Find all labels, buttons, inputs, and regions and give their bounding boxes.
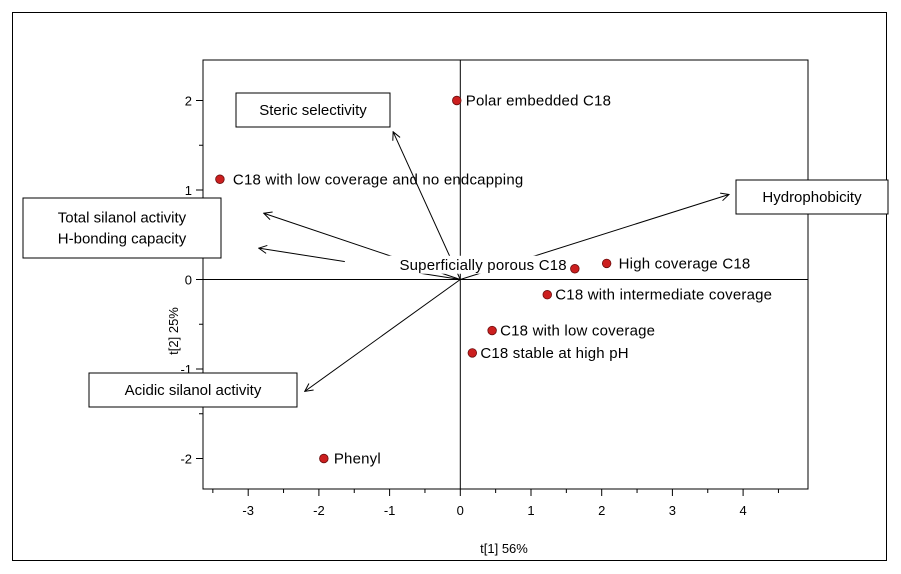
vector-label-box	[22, 197, 222, 259]
vector-label-boxes: Steric selectivity Hydrophobicity Total si…	[22, 92, 889, 408]
vector-label-text: H-bonding capacity	[58, 231, 187, 248]
x-tick-label: 0	[457, 503, 464, 518]
vector-label-box	[735, 179, 889, 215]
axes: -3 -2 -1 0 1 2 3 4 -2 -1 0 1 2	[180, 60, 808, 518]
vector-label-text: Total silanol activity	[58, 210, 187, 227]
point-label: Polar embedded C18	[466, 93, 611, 110]
vector-label-text: Acidic silanol activity	[125, 382, 262, 399]
point-label: C18 stable at high pH	[480, 345, 628, 362]
data-point	[319, 453, 329, 464]
y-tick-label: -2	[180, 452, 192, 467]
x-tick-label: 3	[669, 503, 676, 518]
loading-vector-arrow	[393, 132, 461, 280]
plot-area	[202, 59, 809, 490]
y-axis-title: t[2] 25%	[166, 307, 181, 355]
point-label: Superficially porous C18	[399, 257, 566, 274]
loading-vector-arrow	[305, 279, 461, 392]
x-axis-title: t[1] 56%	[480, 541, 528, 556]
point-label: C18 with low coverage and no endcapping	[233, 171, 524, 188]
data-points	[215, 95, 612, 464]
vector-label-text: Hydrophobicity	[762, 189, 862, 206]
vector-label-text: Steric selectivity	[259, 102, 367, 119]
data-point	[601, 258, 612, 269]
y-tick-label: 0	[185, 273, 192, 288]
x-tick-label: -2	[313, 503, 325, 518]
y-tick-label: 2	[185, 94, 192, 109]
x-tick-label: -3	[242, 503, 254, 518]
plot-border	[202, 59, 809, 490]
x-tick-label: 4	[739, 503, 746, 518]
data-point	[570, 264, 580, 274]
x-tick-label: 1	[527, 503, 534, 518]
data-point	[215, 174, 225, 184]
vector-label-box	[88, 372, 298, 408]
data-point	[542, 290, 552, 300]
data-point	[452, 95, 462, 106]
point-label: C18 with low coverage	[500, 323, 655, 340]
point-label: Phenyl	[334, 451, 381, 468]
point-label: C18 with intermediate coverage	[555, 287, 772, 304]
x-tick-label: 2	[598, 503, 605, 518]
point-label-background	[344, 255, 567, 274]
point-labels: Polar embedded C18 C18 with low coverage …	[233, 93, 772, 468]
y-tick-label: -1	[180, 362, 192, 377]
data-point	[467, 348, 478, 358]
point-label: High coverage C18	[619, 255, 751, 272]
vector-label-box	[235, 92, 391, 128]
x-tick-label: -1	[384, 503, 396, 518]
y-tick-label: 1	[185, 183, 192, 198]
data-point	[487, 325, 497, 336]
